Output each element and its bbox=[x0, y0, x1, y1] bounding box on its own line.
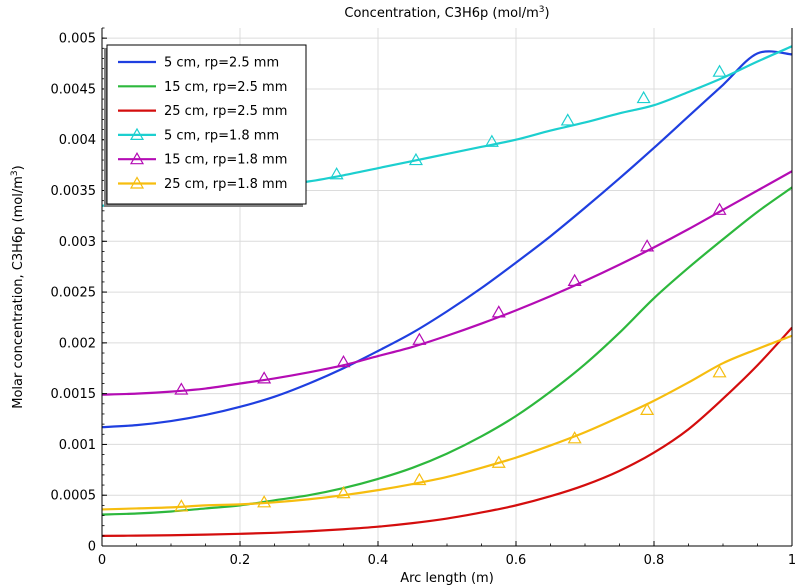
y-tick-label: 0.003 bbox=[59, 235, 96, 250]
series-1 bbox=[102, 50, 792, 429]
legend-marker bbox=[129, 151, 145, 165]
series-marker bbox=[712, 365, 727, 378]
series-line-5 bbox=[102, 170, 792, 396]
series-marker bbox=[484, 134, 499, 147]
chart-title: Concentration, C3H6p (mol/m3) bbox=[344, 5, 549, 21]
y-tick-label: 0 bbox=[88, 540, 96, 555]
series-2 bbox=[102, 186, 792, 516]
series-5 bbox=[102, 170, 792, 396]
series-marker bbox=[567, 273, 582, 287]
series-marker bbox=[640, 239, 655, 252]
legend-label: 15 cm, rp=1.8 mm bbox=[164, 153, 287, 168]
series-6 bbox=[102, 334, 792, 512]
series-line-3 bbox=[102, 326, 792, 537]
y-tick-label: 0.001 bbox=[59, 438, 96, 453]
x-tick-label: 1 bbox=[788, 553, 796, 568]
y-tick-label: 0.0025 bbox=[51, 286, 97, 301]
y-tick-label: 0.0045 bbox=[51, 82, 97, 97]
legend-label: 15 cm, rp=2.5 mm bbox=[164, 80, 287, 95]
series-marker bbox=[712, 64, 727, 77]
legend-box bbox=[106, 44, 307, 205]
legend-marker bbox=[129, 127, 145, 140]
series-line-6 bbox=[102, 334, 792, 511]
y-tick-label: 0.004 bbox=[59, 133, 96, 148]
series-marker bbox=[491, 305, 506, 318]
series-marker bbox=[491, 455, 506, 468]
series-marker bbox=[712, 202, 727, 215]
series-marker bbox=[636, 90, 651, 104]
series-marker bbox=[640, 402, 655, 415]
series-marker bbox=[336, 485, 351, 499]
y-tick-label: 0.0005 bbox=[51, 489, 97, 504]
legend-marker bbox=[129, 176, 145, 189]
series-marker bbox=[336, 354, 351, 368]
series-marker bbox=[257, 371, 272, 384]
series-marker bbox=[560, 113, 575, 126]
x-tick-label: 0 bbox=[98, 553, 106, 568]
legend-label: 25 cm, rp=1.8 mm bbox=[164, 177, 287, 192]
series-line-2 bbox=[102, 186, 792, 516]
series-marker bbox=[329, 167, 344, 180]
series-marker bbox=[567, 431, 582, 444]
legend-label: 5 cm, rp=1.8 mm bbox=[164, 128, 279, 143]
series-marker bbox=[408, 152, 423, 166]
series-marker bbox=[174, 382, 189, 395]
y-tick-label: 0.0035 bbox=[51, 184, 97, 199]
axes: 0 0.2 0.4 0.6 0.8 1 0 0.0005 0.001 0.0015 0.002 0.0… bbox=[51, 27, 796, 568]
x-tick-label: 0.8 bbox=[644, 553, 665, 568]
y-tick-label: 0.002 bbox=[59, 336, 96, 351]
x-axis-title: Arc length (m) bbox=[400, 571, 494, 586]
series-marker bbox=[257, 495, 272, 508]
x-tick-label: 0.4 bbox=[368, 553, 389, 568]
series-marker bbox=[174, 499, 189, 512]
x-tick-label: 0.2 bbox=[230, 553, 251, 568]
series-line-1 bbox=[102, 50, 792, 429]
y-axis-title: Molar concentration, C3H6p (mol/m3) bbox=[10, 165, 26, 408]
x-tick-label: 0.6 bbox=[506, 553, 527, 568]
legend-label: 5 cm, rp=2.5 mm bbox=[164, 56, 279, 71]
series-3 bbox=[102, 326, 792, 537]
legend: 5 cm, rp=2.5 mm 15 cm, rp=2.5 mm 25 cm, rp… bbox=[104, 44, 307, 207]
series-marker bbox=[412, 472, 427, 486]
series-marker bbox=[412, 332, 427, 345]
y-tick-label: 0.005 bbox=[59, 32, 96, 47]
y-tick-label: 0.0015 bbox=[51, 387, 97, 402]
legend-label: 25 cm, rp=2.5 mm bbox=[164, 104, 287, 119]
